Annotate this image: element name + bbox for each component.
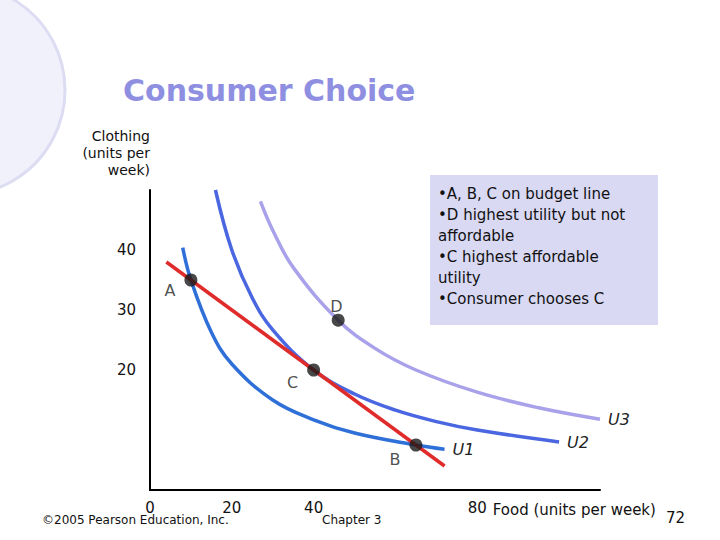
svg-text:utility: utility (438, 269, 481, 287)
svg-text:Food (units per week): Food (units per week) (493, 501, 656, 519)
svg-text:U2: U2 (567, 433, 589, 452)
svg-text:40: 40 (117, 241, 136, 259)
svg-text:•C highest affordable: •C highest affordable (438, 248, 604, 266)
svg-text:Clothing: Clothing (92, 128, 150, 144)
svg-text:(units per: (units per (82, 145, 150, 161)
svg-text:C: C (287, 373, 298, 392)
svg-text:affordable: affordable (438, 227, 514, 245)
svg-text:20: 20 (117, 361, 136, 379)
svg-text:0: 0 (145, 499, 155, 517)
svg-text:72: 72 (666, 509, 685, 527)
svg-text:©2005 Pearson Education, Inc.: ©2005 Pearson Education, Inc. (42, 513, 229, 527)
svg-text:40: 40 (304, 499, 323, 517)
svg-text:A: A (164, 281, 175, 300)
svg-text:U3: U3 (608, 410, 630, 429)
svg-text:•A, B, C on budget line: •A, B, C on budget line (438, 185, 610, 203)
svg-text:80: 80 (468, 499, 487, 517)
svg-text:U1: U1 (453, 440, 475, 459)
svg-text:B: B (389, 450, 400, 469)
svg-text:D: D (330, 297, 342, 316)
svg-text:30: 30 (117, 301, 136, 319)
svg-text:Consumer Choice: Consumer Choice (123, 73, 415, 108)
svg-text:•Consumer chooses C: •Consumer chooses C (438, 290, 604, 308)
svg-text:Chapter 3: Chapter 3 (322, 513, 381, 527)
svg-text:•D highest utility but not: •D highest utility but not (438, 206, 630, 224)
svg-text:20: 20 (222, 499, 241, 517)
svg-text:week): week) (108, 162, 150, 178)
